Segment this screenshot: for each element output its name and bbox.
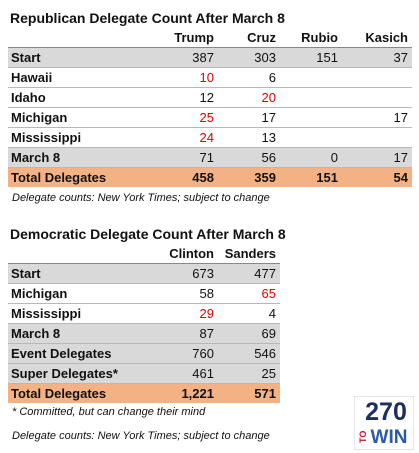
header-cell: Sanders <box>218 244 280 264</box>
row-label: Idaho <box>8 87 158 108</box>
cell: 24 <box>158 127 218 148</box>
table-row: Total Delegates 458 359 151 54 <box>8 167 412 187</box>
rep-table: Trump Cruz Rubio Kasich Start 387 303 151 37 Hawa… <box>8 28 412 187</box>
rep-title: Republican Delegate Count After March 8 <box>10 10 285 26</box>
cell: 477 <box>218 263 280 284</box>
cell: 56 <box>218 147 280 168</box>
row-label: Start <box>8 263 158 284</box>
table-row: Mississippi 29 4 <box>8 303 280 324</box>
cell: 387 <box>158 47 218 68</box>
table-row: Start 673 477 <box>8 263 280 284</box>
table-row: Start 387 303 151 37 <box>8 47 412 68</box>
cell: 58 <box>158 283 218 304</box>
cell <box>342 67 412 88</box>
cell: 12 <box>158 87 218 108</box>
header-cell: Kasich <box>342 28 412 48</box>
cell <box>342 127 412 148</box>
logo-box <box>354 396 414 450</box>
table-row: Michigan 58 65 <box>8 283 280 304</box>
cell <box>280 87 342 108</box>
row-label: Mississippi <box>8 127 158 148</box>
header-cell: Trump <box>158 28 218 48</box>
cell: 571 <box>218 383 280 403</box>
table-row: Hawaii 10 6 <box>8 67 412 88</box>
row-label: Michigan <box>8 283 158 304</box>
cell: 71 <box>158 147 218 168</box>
cell: 13 <box>218 127 280 148</box>
header-cell <box>8 28 158 48</box>
row-label: Mississippi <box>8 303 158 324</box>
cell: 359 <box>218 167 280 187</box>
dem-note: * Committed, but can change their mind <box>12 406 206 418</box>
cell: 17 <box>218 107 280 128</box>
cell: 25 <box>218 363 280 384</box>
table-row: March 8 87 69 <box>8 323 280 344</box>
row-label: Super Delegates* <box>8 363 158 384</box>
rep-note: Delegate counts: New York Times; subject… <box>12 192 270 204</box>
cell <box>342 87 412 108</box>
cell: 65 <box>218 283 280 304</box>
cell: 25 <box>158 107 218 128</box>
table-row: Idaho 12 20 <box>8 87 412 108</box>
cell: 87 <box>158 323 218 344</box>
table-row: March 8 71 56 0 17 <box>8 147 412 168</box>
cell: 17 <box>342 147 412 168</box>
row-label: Michigan <box>8 107 158 128</box>
dem-table: Clinton Sanders Start 673 477 Michigan 58 65 Mis… <box>8 244 280 403</box>
row-label: Total Delegates <box>8 383 158 403</box>
cell: 1,221 <box>158 383 218 403</box>
cell: 151 <box>280 167 342 187</box>
row-label: March 8 <box>8 323 158 344</box>
header-cell: Rubio <box>280 28 342 48</box>
header-row: Clinton Sanders <box>8 244 280 264</box>
row-label: Total Delegates <box>8 167 158 187</box>
cell: 673 <box>158 263 218 284</box>
cell: 4 <box>218 303 280 324</box>
cell: 37 <box>342 47 412 68</box>
dem-source: Delegate counts: New York Times; subject… <box>12 430 270 442</box>
cell <box>280 127 342 148</box>
table-row: Mississippi 24 13 <box>8 127 412 148</box>
table-row: Super Delegates* 461 25 <box>8 363 280 384</box>
cell: 303 <box>218 47 280 68</box>
cell: 151 <box>280 47 342 68</box>
cell: 54 <box>342 167 412 187</box>
cell: 10 <box>158 67 218 88</box>
cell: 546 <box>218 343 280 364</box>
logo-number: 270 <box>365 398 407 426</box>
cell: 6 <box>218 67 280 88</box>
cell <box>280 107 342 128</box>
cell: 29 <box>158 303 218 324</box>
header-row: Trump Cruz Rubio Kasich <box>8 28 412 48</box>
row-label: March 8 <box>8 147 158 168</box>
header-cell: Clinton <box>158 244 218 264</box>
cell: 760 <box>158 343 218 364</box>
cell: 461 <box>158 363 218 384</box>
table-row: Total Delegates 1,221 571 <box>8 383 280 403</box>
cell: 458 <box>158 167 218 187</box>
table-row: Michigan 25 17 17 <box>8 107 412 128</box>
cell: 20 <box>218 87 280 108</box>
table-row: Event Delegates 760 546 <box>8 343 280 364</box>
header-cell: Cruz <box>218 28 280 48</box>
row-label: Event Delegates <box>8 343 158 364</box>
logo-to: TO <box>358 431 368 443</box>
header-cell <box>8 244 158 264</box>
cell: 0 <box>280 147 342 168</box>
row-label: Hawaii <box>8 67 158 88</box>
logo: 270 TO WIN <box>354 396 414 450</box>
cell <box>280 67 342 88</box>
dem-title: Democratic Delegate Count After March 8 <box>10 226 286 242</box>
cell: 69 <box>218 323 280 344</box>
cell: 17 <box>342 107 412 128</box>
row-label: Start <box>8 47 158 68</box>
logo-win: WIN <box>371 427 408 448</box>
